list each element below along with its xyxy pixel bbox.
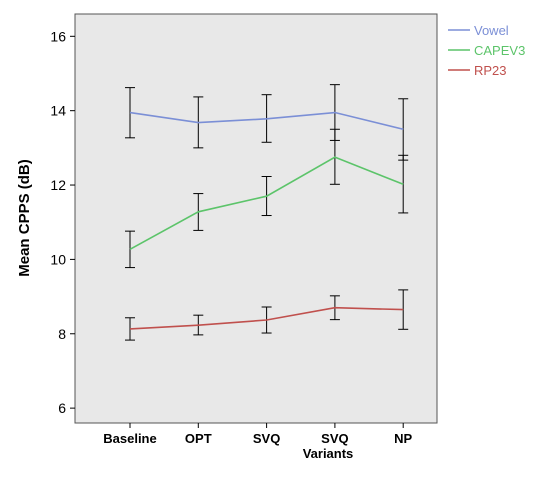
y-tick-label: 16 (50, 28, 66, 44)
y-tick-label: 6 (58, 400, 66, 416)
series-line-vowel (129, 111, 404, 131)
y-tick-label: 12 (50, 177, 66, 193)
series-lines (129, 111, 404, 330)
legend-label-vowel: Vowel (474, 23, 509, 38)
legend-label-capev3: CAPEV3 (474, 43, 525, 58)
y-axis: 6 8 10 12 14 16 (50, 28, 75, 416)
y-tick-label: 10 (50, 251, 66, 267)
x-tick-label: Baseline (103, 431, 156, 446)
x-tick-label: SVQ (321, 431, 348, 446)
x-axis: Baseline OPT SVQ SVQ NP (103, 423, 413, 446)
y-axis-title: Mean CPPS (dB) (16, 159, 33, 277)
series-line-capev3 (129, 156, 404, 251)
x-tick-label: SVQ (253, 431, 280, 446)
x-tick-label: OPT (185, 431, 212, 446)
x-tick-label: NP (394, 431, 412, 446)
y-tick-label: 14 (50, 103, 66, 119)
legend-label-rp23: RP23 (474, 63, 507, 78)
series-line-rp23 (129, 306, 404, 330)
legend: Vowel CAPEV3 RP23 (448, 23, 525, 78)
plot-area (74, 13, 438, 424)
x-axis-title: Variants (303, 446, 354, 461)
y-tick-label: 8 (58, 326, 66, 342)
